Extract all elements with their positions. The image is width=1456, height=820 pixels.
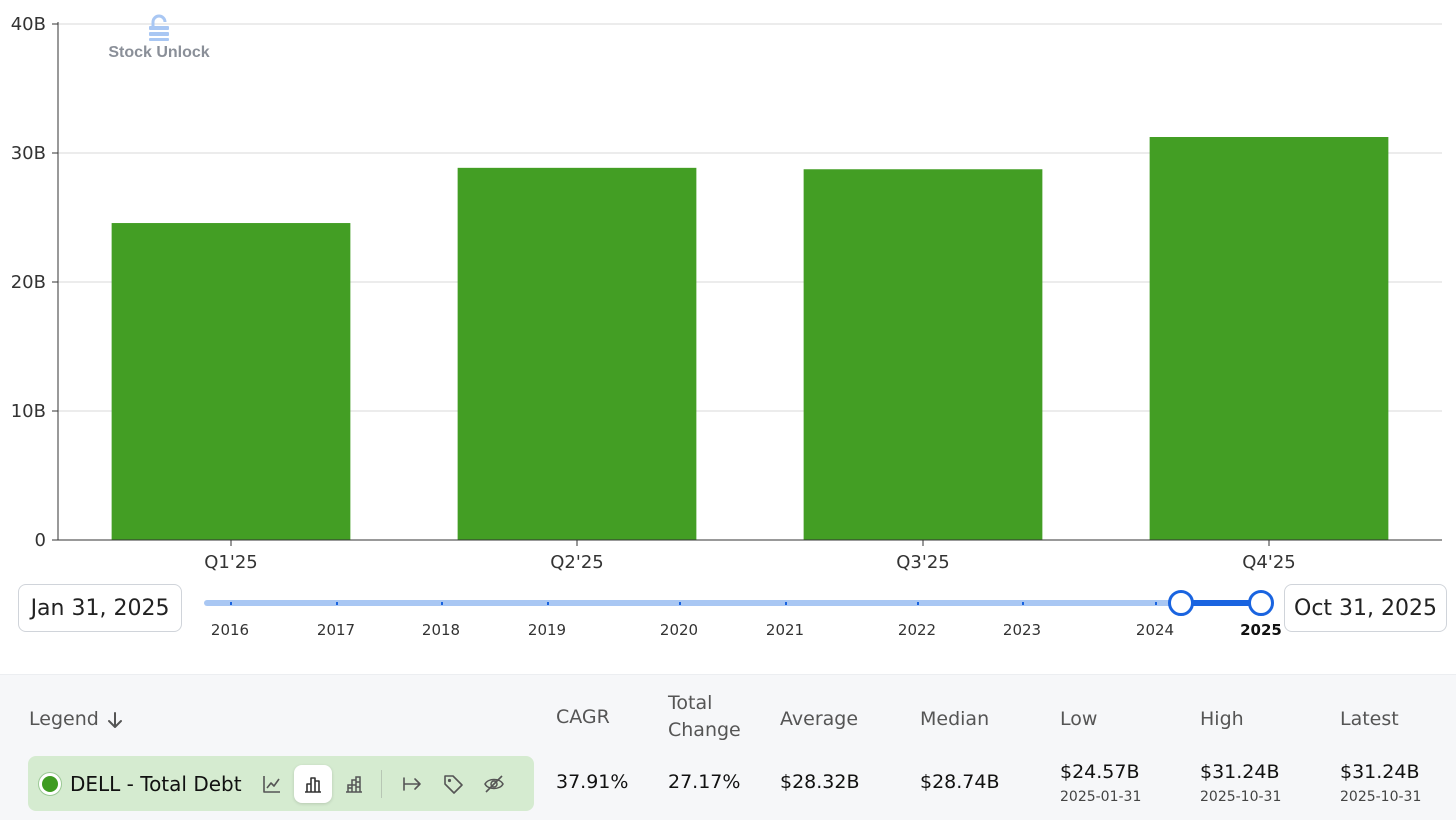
latest-date: 2025-10-31 (1340, 789, 1422, 805)
slider-year-label: 2018 (421, 621, 461, 639)
total-change-header-line1: Total (668, 692, 713, 714)
toolbar-separator (381, 769, 382, 798)
slider-year-label: 2016 (210, 621, 250, 639)
latest-value: $31.24B (1340, 761, 1420, 783)
legend-header[interactable]: Legend (29, 706, 123, 733)
y-tick-label: 30B (11, 143, 46, 164)
x-axis-ticks: Q1'25 Q2'25 Q3'25 Q4'25 (204, 540, 1296, 573)
slider-year-label: 2024 (1135, 621, 1175, 639)
average-value: $28.32B (780, 771, 860, 793)
eye-off-icon[interactable] (475, 765, 513, 803)
chart-bars (111, 137, 1389, 540)
average-header: Average (780, 708, 859, 730)
bar[interactable] (457, 167, 697, 540)
slider-year-label: 2021 (765, 621, 805, 639)
slider-tick (230, 602, 232, 605)
slider-year-label: 2025 (1240, 621, 1282, 639)
slider-tick (1155, 602, 1157, 605)
y-tick-label: 10B (11, 401, 46, 422)
line-chart-icon[interactable] (253, 765, 291, 803)
brand-watermark: Stock Unlock (104, 14, 214, 62)
arrow-down-icon (107, 711, 122, 728)
slider-year-label: 2020 (659, 621, 699, 639)
slider-tick (785, 602, 787, 605)
x-tick-label: Q3'25 (896, 552, 949, 573)
bar-chart: 0 10B 20B 30B 40B Q1'25 Q2'25 Q3'25 Q4'25 (11, 14, 1442, 573)
date-range-slider[interactable]: 2016 2017 2018 2019 2020 2021 2022 2023 2024 2025 (200, 590, 1282, 640)
slider-tick (336, 602, 338, 605)
slider-tick (441, 602, 443, 605)
cagr-value: 37.91% (556, 771, 629, 793)
end-date-field[interactable]: Oct 31, 2025 (1284, 584, 1447, 632)
total-change-value: 27.17% (668, 771, 741, 793)
high-date: 2025-10-31 (1200, 789, 1282, 805)
median-header: Median (920, 708, 990, 730)
slider-start-handle[interactable] (1168, 590, 1194, 616)
series-name: DELL - Total Debt (70, 771, 242, 796)
slider-tick (1022, 602, 1024, 605)
arrow-right-to-line-icon[interactable] (393, 765, 431, 803)
bar-chart-icon[interactable] (294, 764, 332, 803)
y-tick-label: 0 (35, 530, 46, 551)
lock-logo-icon (149, 14, 169, 41)
slider-tick (917, 602, 919, 605)
x-tick-label: Q1'25 (204, 552, 257, 573)
y-tick-label: 40B (11, 14, 46, 35)
slider-year-label: 2017 (316, 621, 356, 639)
brand-name: Stock Unlock (108, 44, 210, 61)
slider-end-handle[interactable] (1248, 590, 1274, 616)
median-value: $28.74B (920, 771, 1000, 793)
series-color-dot[interactable] (38, 771, 62, 796)
cagr-header: CAGR (556, 706, 610, 728)
bar[interactable] (111, 223, 351, 540)
legend-header-label: Legend (29, 708, 99, 730)
slider-selected-range (1181, 600, 1261, 606)
start-date-field[interactable]: Jan 31, 2025 (18, 584, 182, 632)
low-header: Low (1060, 708, 1098, 730)
y-axis-ticks: 0 10B 20B 30B 40B (11, 14, 58, 551)
bar[interactable] (1149, 137, 1389, 540)
slider-year-label: 2022 (897, 621, 937, 639)
high-value: $31.24B (1200, 761, 1280, 783)
slider-year-label: 2019 (527, 621, 567, 639)
bar[interactable] (803, 169, 1043, 540)
stacked-bar-icon[interactable] (335, 765, 373, 803)
total-change-header-line2: Change (668, 719, 741, 741)
slider-track[interactable] (204, 600, 1258, 606)
y-tick-label: 20B (11, 272, 46, 293)
latest-header: Latest (1340, 708, 1399, 730)
x-tick-label: Q2'25 (550, 552, 603, 573)
high-header: High (1200, 708, 1244, 730)
x-tick-label: Q4'25 (1242, 552, 1295, 573)
slider-tick (679, 602, 681, 605)
total-change-header: Total Change (668, 690, 741, 744)
legend-series-row[interactable]: DELL - Total Debt (28, 756, 534, 811)
low-date: 2025-01-31 (1060, 789, 1142, 805)
tag-icon[interactable] (434, 765, 472, 803)
slider-tick (547, 602, 549, 605)
slider-year-label: 2023 (1002, 621, 1042, 639)
low-value: $24.57B (1060, 761, 1140, 783)
